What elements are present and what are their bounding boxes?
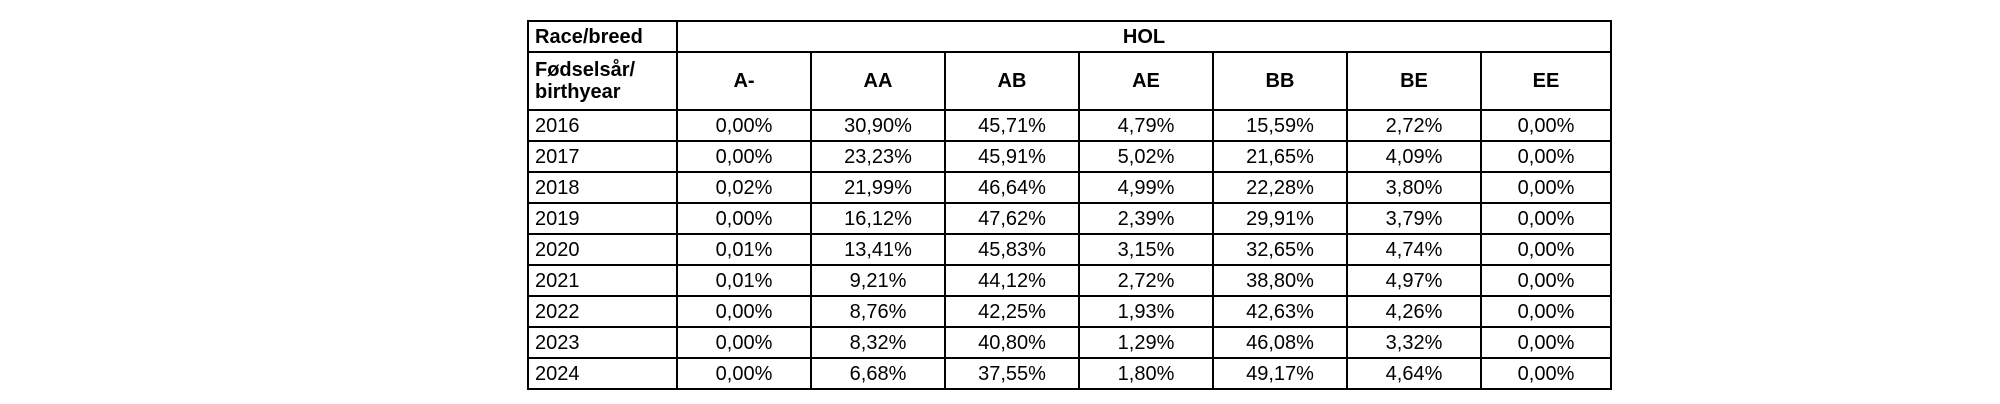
percentage-cell: 29,91%: [1212, 202, 1348, 235]
percentage-cell: 4,74%: [1346, 233, 1482, 266]
percentage-cell: 0,00%: [1480, 233, 1612, 266]
percentage-cell: 4,99%: [1078, 171, 1214, 204]
year-column-header: Fødselsår/birthyear: [527, 51, 678, 111]
percentage-cell: 32,65%: [1212, 233, 1348, 266]
percentage-cell: 45,83%: [944, 233, 1080, 266]
percentage-cell: 9,21%: [810, 264, 946, 297]
birthyear-cell: 2022: [527, 295, 678, 328]
percentage-cell: 15,59%: [1212, 109, 1348, 142]
header-row-breed: Race/breed HOL: [527, 20, 1612, 53]
percentage-cell: 16,12%: [810, 202, 946, 235]
table-row: 2018 0,02% 21,99% 46,64% 4,99% 22,28% 3,80% 0,0…: [527, 171, 1612, 204]
birthyear-cell: 2024: [527, 357, 678, 390]
percentage-cell: 22,28%: [1212, 171, 1348, 204]
percentage-cell: 1,29%: [1078, 326, 1214, 359]
percentage-cell: 42,25%: [944, 295, 1080, 328]
percentage-cell: 0,02%: [676, 171, 812, 204]
percentage-cell: 21,65%: [1212, 140, 1348, 173]
birthyear-cell: 2020: [527, 233, 678, 266]
corner-label: Race/breed: [527, 20, 678, 53]
birthyear-cell: 2021: [527, 264, 678, 297]
percentage-cell: 46,08%: [1212, 326, 1348, 359]
genotype-header: EE: [1480, 51, 1612, 111]
percentage-cell: 49,17%: [1212, 357, 1348, 390]
year-header-line2: birthyear: [535, 81, 621, 103]
percentage-cell: 21,99%: [810, 171, 946, 204]
table-row: 2017 0,00% 23,23% 45,91% 5,02% 21,65% 4,09% 0,0…: [527, 140, 1612, 173]
percentage-cell: 0,00%: [676, 357, 812, 390]
percentage-cell: 0,01%: [676, 233, 812, 266]
table-row: 2022 0,00% 8,76% 42,25% 1,93% 42,63% 4,26% 0,00…: [527, 295, 1612, 328]
percentage-cell: 3,79%: [1346, 202, 1482, 235]
percentage-cell: 0,00%: [676, 326, 812, 359]
genotype-header: BE: [1346, 51, 1482, 111]
percentage-cell: 46,64%: [944, 171, 1080, 204]
birthyear-cell: 2018: [527, 171, 678, 204]
percentage-cell: 45,91%: [944, 140, 1080, 173]
percentage-cell: 4,64%: [1346, 357, 1482, 390]
percentage-cell: 38,80%: [1212, 264, 1348, 297]
percentage-cell: 8,76%: [810, 295, 946, 328]
percentage-cell: 23,23%: [810, 140, 946, 173]
percentage-cell: 6,68%: [810, 357, 946, 390]
percentage-cell: 0,00%: [676, 295, 812, 328]
genotype-header: BB: [1212, 51, 1348, 111]
birthyear-cell: 2016: [527, 109, 678, 142]
genotype-header: AB: [944, 51, 1080, 111]
percentage-cell: 0,00%: [676, 202, 812, 235]
table-row: 2020 0,01% 13,41% 45,83% 3,15% 32,65% 4,74% 0,0…: [527, 233, 1612, 266]
genotype-header: AE: [1078, 51, 1214, 111]
percentage-cell: 4,09%: [1346, 140, 1482, 173]
breed-group-label: HOL: [676, 20, 1612, 53]
header-row-genotypes: Fødselsår/birthyear A- AA AB AE BB BE EE: [527, 51, 1612, 111]
table-row: 2021 0,01% 9,21% 44,12% 2,72% 38,80% 4,97% 0,00…: [527, 264, 1612, 297]
table-row: 2019 0,00% 16,12% 47,62% 2,39% 29,91% 3,79% 0,0…: [527, 202, 1612, 235]
percentage-cell: 2,72%: [1346, 109, 1482, 142]
percentage-cell: 1,80%: [1078, 357, 1214, 390]
percentage-cell: 3,80%: [1346, 171, 1482, 204]
percentage-cell: 0,00%: [1480, 171, 1612, 204]
percentage-cell: 45,71%: [944, 109, 1080, 142]
percentage-cell: 30,90%: [810, 109, 946, 142]
percentage-cell: 0,00%: [1480, 264, 1612, 297]
genotype-frequency-table: Race/breed HOL Fødselsår/birthyear A- AA…: [527, 20, 1612, 390]
percentage-cell: 2,72%: [1078, 264, 1214, 297]
table-row: 2024 0,00% 6,68% 37,55% 1,80% 49,17% 4,64% 0,00…: [527, 357, 1612, 390]
table-row: 2016 0,00% 30,90% 45,71% 4,79% 15,59% 2,72% 0,0…: [527, 109, 1612, 142]
percentage-cell: 13,41%: [810, 233, 946, 266]
percentage-cell: 0,00%: [1480, 295, 1612, 328]
percentage-cell: 0,00%: [1480, 109, 1612, 142]
percentage-cell: 0,00%: [1480, 357, 1612, 390]
percentage-cell: 37,55%: [944, 357, 1080, 390]
genotype-header: AA: [810, 51, 946, 111]
year-header-line1: Fødselsår/: [535, 59, 636, 81]
percentage-cell: 40,80%: [944, 326, 1080, 359]
percentage-cell: 42,63%: [1212, 295, 1348, 328]
birthyear-cell: 2023: [527, 326, 678, 359]
percentage-cell: 4,79%: [1078, 109, 1214, 142]
birthyear-cell: 2019: [527, 202, 678, 235]
percentage-cell: 44,12%: [944, 264, 1080, 297]
percentage-cell: 0,00%: [1480, 140, 1612, 173]
percentage-cell: 2,39%: [1078, 202, 1214, 235]
percentage-cell: 3,32%: [1346, 326, 1482, 359]
percentage-cell: 8,32%: [810, 326, 946, 359]
percentage-cell: 3,15%: [1078, 233, 1214, 266]
percentage-cell: 4,97%: [1346, 264, 1482, 297]
percentage-cell: 5,02%: [1078, 140, 1214, 173]
percentage-cell: 0,01%: [676, 264, 812, 297]
percentage-cell: 0,00%: [1480, 202, 1612, 235]
percentage-cell: 0,00%: [1480, 326, 1612, 359]
table-row: 2023 0,00% 8,32% 40,80% 1,29% 46,08% 3,32% 0,00…: [527, 326, 1612, 359]
percentage-cell: 4,26%: [1346, 295, 1482, 328]
percentage-cell: 0,00%: [676, 140, 812, 173]
birthyear-cell: 2017: [527, 140, 678, 173]
percentage-cell: 0,00%: [676, 109, 812, 142]
percentage-cell: 47,62%: [944, 202, 1080, 235]
genotype-header: A-: [676, 51, 812, 111]
percentage-cell: 1,93%: [1078, 295, 1214, 328]
